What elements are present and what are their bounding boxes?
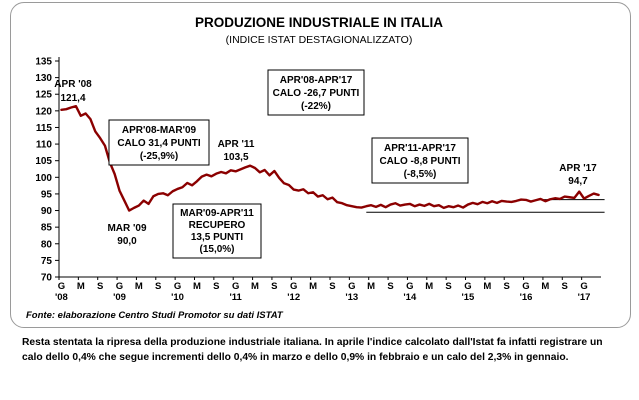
- x-month-label: G: [290, 281, 297, 292]
- ann-mar09-apr11-box: [172, 203, 262, 259]
- y-tick-label: 100: [35, 173, 52, 184]
- chart-subtitle: (INDICE ISTAT DESTAGIONALIZZATO): [226, 34, 413, 46]
- ann-apr11-apr17-text: (-8,5%): [404, 169, 437, 180]
- x-year-label: '11: [229, 292, 242, 303]
- ann-apr08-apr17-text: APR'08-APR'17: [280, 75, 353, 86]
- x-month-label: S: [562, 281, 568, 292]
- ann-apr11-apr17-text: CALO -8,8 PUNTI: [379, 156, 460, 167]
- x-month-label: S: [271, 281, 277, 292]
- ann-mar09-apr11-text: (15,0%): [199, 244, 234, 255]
- x-year-label: '13: [345, 292, 358, 303]
- x-month-label: M: [309, 281, 317, 292]
- series-line: [60, 104, 600, 212]
- ann-mar09-text: 90,0: [117, 236, 137, 247]
- ann-mar09-apr11-text: 13,5 PUNTI: [191, 232, 243, 243]
- ann-apr11-text: APR '11: [218, 139, 255, 150]
- x-year-label: '15: [462, 292, 476, 303]
- x-year-label: '12: [287, 292, 300, 303]
- x-month-label: M: [367, 281, 375, 292]
- x-month-label: G: [174, 281, 181, 292]
- ann-apr08-apr17-text: CALO -26,7 PUNTI: [273, 88, 360, 99]
- x-month-label: G: [580, 281, 587, 292]
- ann-apr08-text: 121,4: [60, 93, 85, 104]
- x-month-label: S: [503, 281, 509, 292]
- y-tick-label: 95: [41, 189, 53, 200]
- y-tick-label: 70: [41, 273, 53, 284]
- chart: PRODUZIONE INDUSTRIALE IN ITALIA (INDICE …: [26, 15, 605, 321]
- ann-apr11-apr17-box: [371, 137, 469, 184]
- x-month-label: M: [483, 281, 491, 292]
- x-month-label: S: [445, 281, 451, 292]
- ann-mar09-text: MAR '09: [107, 223, 146, 234]
- x-month-label: M: [77, 281, 85, 292]
- x-month-label: G: [58, 281, 65, 292]
- x-month-label: M: [251, 281, 259, 292]
- x-month-label: S: [97, 281, 103, 292]
- chart-title: PRODUZIONE INDUSTRIALE IN ITALIA: [195, 15, 443, 30]
- ann-apr08-mar09-text: APR'08-MAR'09: [122, 125, 197, 136]
- ann-apr11-apr17-text: APR'11-APR'17: [384, 143, 456, 154]
- x-month-label: G: [464, 281, 471, 292]
- x-month-label: S: [387, 281, 393, 292]
- x-month-label: S: [213, 281, 219, 292]
- y-tick-label: 135: [35, 57, 52, 68]
- ann-apr08-text: APR '08: [54, 79, 92, 90]
- y-tick-label: 115: [36, 123, 53, 134]
- x-year-label: '17: [578, 292, 591, 303]
- ann-apr08-mar09-box: [108, 119, 210, 166]
- x-month-label: G: [348, 281, 355, 292]
- chart-source: Fonte: elaborazione Centro Studi Promoto…: [26, 310, 284, 321]
- x-month-label: M: [425, 281, 433, 292]
- ann-apr08-mar09-text: CALO 31,4 PUNTI: [117, 138, 201, 149]
- x-year-label: '14: [403, 292, 417, 303]
- x-month-label: M: [135, 281, 143, 292]
- ann-apr17-text: APR '17: [559, 163, 597, 174]
- x-month-label: M: [541, 281, 549, 292]
- y-tick-label: 120: [35, 106, 52, 117]
- y-tick-label: 125: [35, 90, 52, 101]
- ann-mar09-apr11-text: MAR'09-APR'11: [180, 208, 254, 219]
- y-tick-label: 130: [35, 73, 52, 84]
- x-month-label: M: [193, 281, 201, 292]
- ann-mar09-apr11-text: RECUPERO: [189, 220, 246, 231]
- x-month-label: S: [155, 281, 161, 292]
- ann-apr08-apr17-text: (-22%): [301, 101, 331, 112]
- y-tick-label: 105: [35, 156, 52, 167]
- x-month-label: G: [116, 281, 123, 292]
- y-tick-label: 75: [41, 256, 53, 267]
- y-tick-label: 90: [41, 206, 53, 217]
- x-year-label: '10: [171, 292, 184, 303]
- x-year-label: '09: [113, 292, 126, 303]
- y-tick-label: 110: [36, 140, 53, 151]
- x-month-label: S: [329, 281, 335, 292]
- ann-apr11-text: 103,5: [223, 152, 248, 163]
- x-month-label: G: [406, 281, 413, 292]
- chart-description: Resta stentata la ripresa della produzio…: [22, 337, 603, 363]
- ann-apr08-apr17-box: [267, 69, 365, 116]
- x-year-label: '08: [55, 292, 68, 303]
- ann-apr17-text: 94,7: [568, 176, 588, 187]
- y-tick-label: 85: [41, 223, 53, 234]
- x-month-label: G: [232, 281, 239, 292]
- x-month-label: G: [522, 281, 529, 292]
- ann-apr08-mar09-text: (-25,9%): [140, 151, 178, 162]
- x-year-label: '16: [520, 292, 533, 303]
- y-tick-label: 80: [41, 239, 53, 250]
